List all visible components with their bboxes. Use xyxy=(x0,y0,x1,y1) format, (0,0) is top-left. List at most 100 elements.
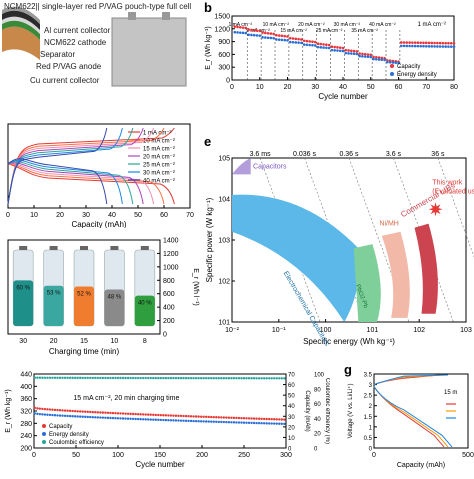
region-label-nimh: Ni/MH xyxy=(379,221,398,228)
y-axis-label: E_r (Wh kg⁻¹) xyxy=(5,389,12,432)
x-tick-label: 30 xyxy=(311,84,319,91)
data-point-coulombic-efficiency xyxy=(79,376,82,380)
data-point-coulombic-efficiency xyxy=(245,377,248,380)
discharge-curve xyxy=(7,163,165,205)
data-point-energy-density xyxy=(237,421,241,424)
y-tick-label: 600 xyxy=(218,52,230,59)
data-point-coulombic-efficiency xyxy=(86,376,89,380)
x-tick-label: 103 xyxy=(460,327,472,334)
data-point-coulombic-efficiency xyxy=(71,376,74,380)
data-point-energy-density xyxy=(194,419,198,423)
data-point-capacity xyxy=(149,413,152,416)
plot-frame xyxy=(373,373,469,449)
data-point-energy-density xyxy=(350,52,353,55)
y-right-tick-label: 70 xyxy=(288,373,295,379)
y-right2-tick-label: 80 xyxy=(314,387,321,393)
data-point-capacity xyxy=(245,417,248,420)
x-tick-label: 102 xyxy=(413,327,425,334)
data-point-coulombic-efficiency xyxy=(134,376,137,380)
data-point-energy-density xyxy=(283,38,287,42)
data-point-energy-density xyxy=(114,416,117,420)
data-point-capacity xyxy=(413,41,417,44)
data-point-capacity xyxy=(63,409,67,412)
data-point-energy-density xyxy=(291,40,295,44)
data-point-energy-density xyxy=(61,414,64,417)
x-tick-label: 70 xyxy=(186,212,194,219)
x-tick-label: 250 xyxy=(238,452,250,459)
data-point-energy-density xyxy=(300,41,303,45)
y-right-tick-label: 40 xyxy=(288,404,295,410)
data-point-coulombic-efficiency xyxy=(283,377,286,380)
data-point-energy-density xyxy=(416,44,420,48)
data-point-coulombic-efficiency xyxy=(235,377,238,380)
data-point-energy-density xyxy=(129,417,132,421)
data-point-coulombic-efficiency xyxy=(164,376,168,380)
data-point-energy-density xyxy=(355,52,359,56)
x-tick-label: 10⁻¹ xyxy=(272,327,286,334)
data-point-energy-density xyxy=(283,422,286,426)
discharge-curve xyxy=(7,159,123,205)
data-point-coulombic-efficiency xyxy=(53,376,57,380)
data-point-capacity xyxy=(210,415,213,419)
data-point-energy-density xyxy=(377,58,381,61)
data-point-energy-density xyxy=(380,58,384,62)
x-tick-label: 70 xyxy=(422,84,430,91)
data-point-energy-density xyxy=(104,416,107,419)
panel-e: 10⁻² 10⁻¹ 100 101 102 103 101 102 103 104 105 Speci… xyxy=(204,146,474,360)
data-point-energy-density xyxy=(91,416,95,419)
data-point-energy-density xyxy=(386,60,389,64)
data-point-capacity xyxy=(215,416,218,419)
y-axis-label: E_r (Wh l⁻¹) xyxy=(192,268,199,306)
data-point-energy-density xyxy=(66,414,69,418)
data-point-capacity xyxy=(121,412,125,415)
data-point-capacity xyxy=(369,53,373,57)
data-point-energy-density xyxy=(220,420,223,424)
data-point-coulombic-efficiency xyxy=(106,376,110,380)
y-tick-label: 400 xyxy=(163,305,175,312)
data-point-energy-density xyxy=(452,45,456,49)
data-point-capacity xyxy=(194,415,198,418)
data-point-capacity xyxy=(264,31,267,35)
data-point-capacity xyxy=(372,55,375,59)
data-point-capacity xyxy=(66,409,69,412)
data-point-capacity xyxy=(252,417,256,420)
data-point-energy-density xyxy=(134,417,137,421)
data-point-coulombic-efficiency xyxy=(184,376,188,380)
chart-g: 0 0.5 1 1.5 2 2.5 3 3.5 0 500 Capacity (mAh) Voltag… xyxy=(347,373,474,470)
y-tick-label: 1400 xyxy=(163,238,179,245)
data-point-capacity xyxy=(269,32,273,35)
data-point-energy-density xyxy=(419,44,422,48)
data-point-energy-density xyxy=(96,416,100,419)
data-point-coulombic-efficiency xyxy=(36,376,39,379)
data-point-energy-density xyxy=(149,418,152,421)
time-constant-line xyxy=(393,157,454,323)
time-constant-label: 0.036 s xyxy=(293,151,316,158)
data-point-capacity xyxy=(169,414,173,417)
data-point-capacity xyxy=(124,412,127,415)
data-point-energy-density xyxy=(76,415,79,418)
data-point-energy-density xyxy=(402,44,406,48)
data-point-energy-density xyxy=(311,43,314,47)
data-point-capacity xyxy=(377,56,381,59)
data-point-energy-density xyxy=(131,417,135,421)
y-axis-label: Voltage (V vs. Li/Li⁺) xyxy=(347,384,354,439)
data-point-energy-density xyxy=(202,420,205,423)
x-tick-label: 20 xyxy=(50,338,58,345)
cathode-layer xyxy=(2,10,40,30)
y-tick-label: 900 xyxy=(218,39,230,46)
layer-label-cathode: NCM622 cathode xyxy=(44,38,107,47)
data-point-capacity xyxy=(305,39,309,43)
plot-frame xyxy=(7,123,191,209)
data-point-energy-density xyxy=(116,417,120,420)
y-tick-label: 400 xyxy=(20,384,32,391)
data-point-energy-density xyxy=(56,414,59,417)
data-point-energy-density xyxy=(38,412,42,416)
legend-label: 1 mA cm⁻² xyxy=(143,131,172,137)
data-point-coulombic-efficiency xyxy=(63,376,67,380)
data-point-coulombic-efficiency xyxy=(242,377,246,380)
panel-d: 0 200 400 600 800 1000 1200 1400 E_r (Wh l⁻¹) 60 … xyxy=(0,236,200,360)
data-point-energy-density xyxy=(136,417,140,421)
data-point-coulombic-efficiency xyxy=(101,376,105,380)
data-point-capacity xyxy=(116,412,120,415)
data-point-coulombic-efficiency xyxy=(124,376,127,380)
